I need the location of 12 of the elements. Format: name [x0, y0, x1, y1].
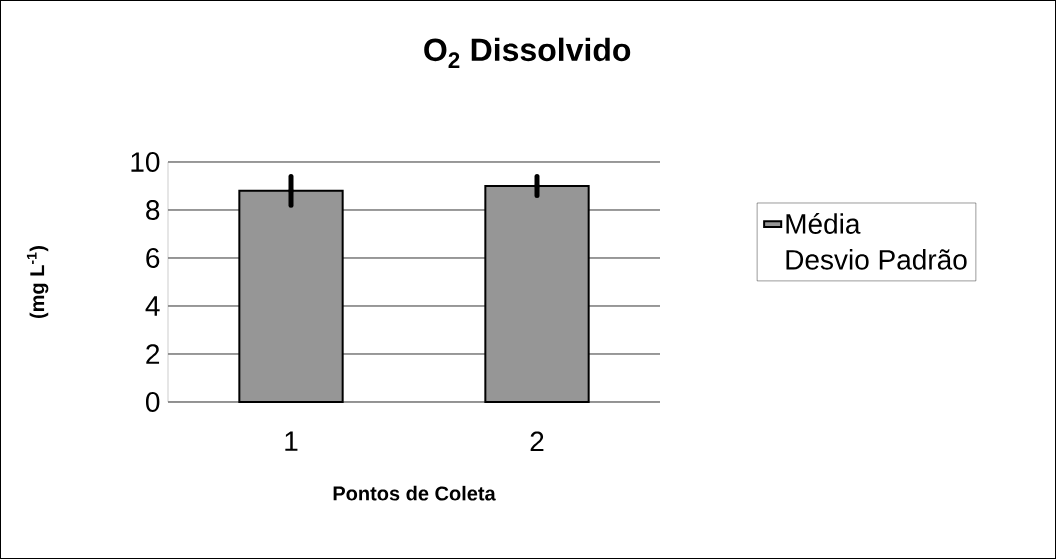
y-tick-label: 4 — [145, 296, 160, 316]
text: Desvio Padrão — [786, 249, 967, 270]
y-tick-label: 6 — [146, 248, 160, 268]
x-axis-title: Pontos de Coleta — [333, 485, 496, 501]
y-tick-label: 10 — [131, 152, 160, 172]
y-tick-label: 8 — [146, 200, 160, 220]
y-tick-label: 0 — [145, 392, 160, 412]
y-tick-label: 2 — [146, 344, 160, 364]
chart-title: O$_{2}$ Dissolvido — [424, 37, 631, 68]
legend-label: Média — [786, 213, 861, 234]
x-tick-label: 1 — [285, 431, 298, 451]
y-axis-title: (mg L$^{-1}$) — [26, 245, 49, 319]
